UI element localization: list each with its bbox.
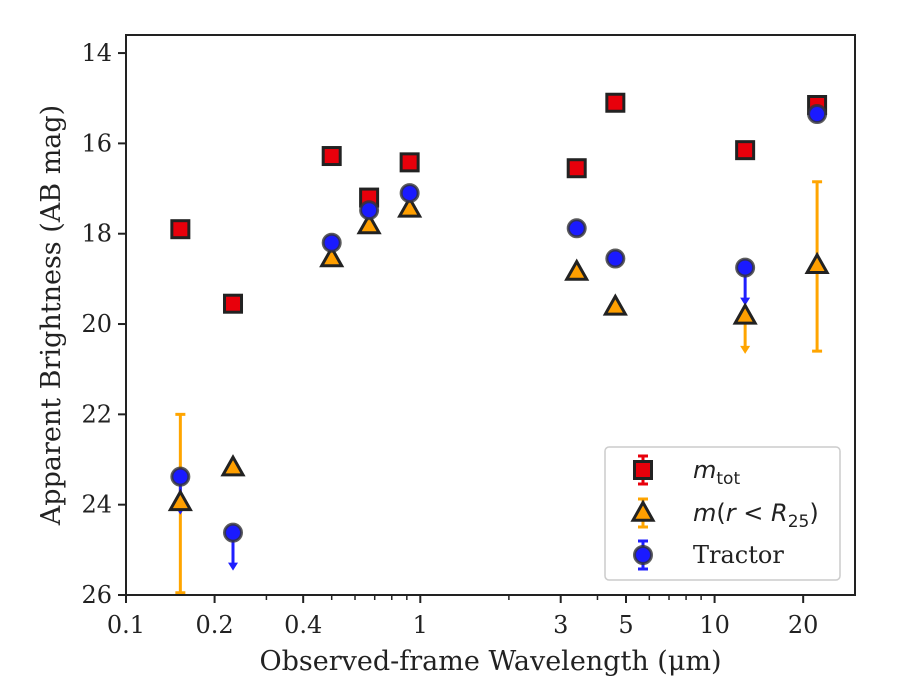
legend-label-mr25: m(r < R25) [693,499,819,532]
point-tractor-2 [321,232,342,253]
legend-entry-tractor: Tractor [633,539,784,571]
y-tick-label-4: 22 [81,400,112,428]
y-tick-label-5: 24 [81,491,112,519]
point-mr25-5 [564,258,590,281]
y-tick-label-6: 26 [81,581,112,609]
point-mr25-3 [356,212,382,235]
point-mr25-2 [319,244,345,268]
point-tractor-4 [399,183,420,204]
point-tractor-1 [223,522,244,543]
limit-arrow-tractor-7-arrowhead [740,297,751,306]
point-mtot-6 [605,92,626,113]
point-tractor-6 [605,248,626,269]
legend-marker-mr25 [630,499,656,522]
point-tractor-0 [170,466,191,487]
x-tick-label-7: 20 [788,611,819,639]
x-tick-label-0: 0.1 [107,611,145,639]
legend-box [604,446,841,581]
y-tick-label-3: 20 [81,310,112,338]
point-mr25-0 [167,488,193,512]
legend-entry-mtot: mtot [633,454,740,489]
x-tick-label-3: 1 [413,611,428,639]
chart-axes: 0.1 0.2 0.4 1 3 5 10 20 14 16 18 20 22 24 26 Observed-f… [36,34,856,677]
limit-arrow-mr25-7-arrowhead [740,345,751,354]
point-tractor-5 [566,218,587,239]
chart-marks [167,92,830,595]
y-axis-label: Apparent Brightness (AB mag) [36,105,67,526]
legend-label-tractor: Tractor [693,541,784,569]
legend-marker-tractor [633,545,653,565]
point-tractor-7 [735,257,756,278]
point-mtot-7 [735,140,756,161]
point-mtot-5 [566,158,587,179]
limit-arrow-tractor-1-arrowhead [228,562,239,571]
point-mr25-7 [732,302,758,325]
x-tick-label-1: 0.2 [196,611,234,639]
legend-entry-mr25: m(r < R25) [630,497,819,532]
legend-label-mtot: mtot [693,456,740,489]
point-mr25-4 [397,195,423,218]
point-mr25-6 [602,293,628,316]
point-tractor-3 [359,200,380,221]
legend: mtot m(r < R25) Tractor [604,446,841,581]
x-tick-label-2: 0.4 [284,611,322,639]
point-mr25-8 [804,251,830,275]
point-mr25-1 [220,454,246,477]
x-axis-label: Observed-frame Wavelength (μm) [259,646,721,677]
x-tick-label-6: 10 [699,611,730,639]
point-tractor-8 [807,104,828,125]
y-tick-label-2: 18 [81,220,112,248]
y-tick-label-0: 14 [81,39,112,67]
point-mtot-4 [399,152,420,173]
x-tick-label-5: 5 [618,611,633,639]
point-mtot-0 [170,219,191,240]
plot-frame [125,34,856,596]
point-mtot-2 [321,146,342,167]
y-tick-label-1: 16 [81,129,112,157]
point-mtot-1 [223,293,244,314]
x-tick-label-4: 3 [553,611,568,639]
legend-marker-mtot [633,460,653,480]
